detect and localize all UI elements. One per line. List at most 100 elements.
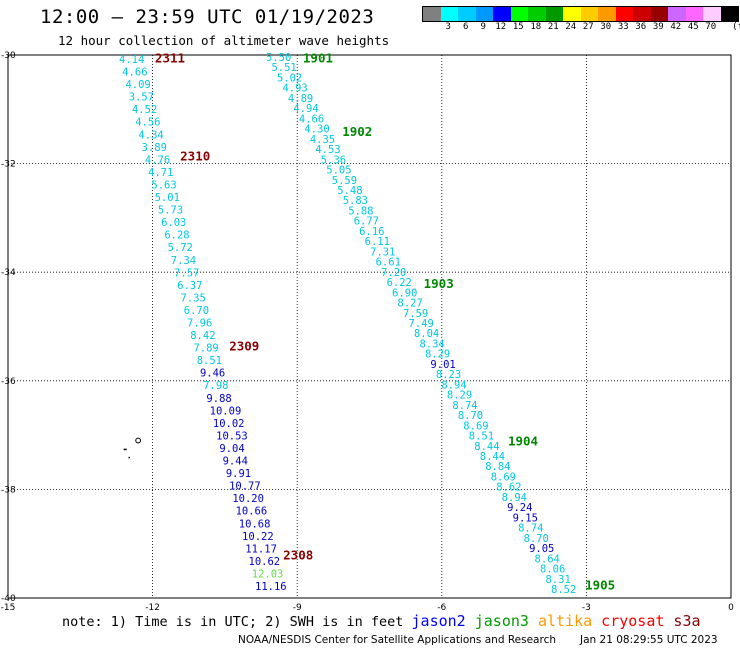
- color-swatch: [650, 7, 668, 21]
- wave-height-value: 10.09: [210, 405, 242, 417]
- latitude-tick-label: -38: [1, 485, 16, 495]
- wave-height-value: 7.98: [203, 380, 228, 392]
- map-subtitle: 12 hour collection of altimeter wave hei…: [58, 33, 390, 48]
- latitude-tick-label: -34: [1, 268, 16, 278]
- wave-height-value: 8.29: [447, 390, 472, 402]
- wave-height-value: 8.44: [474, 441, 499, 453]
- wave-height-value: 9.88: [206, 393, 231, 405]
- color-scale-label: 6: [463, 22, 469, 32]
- pass-label: 1905: [585, 577, 615, 592]
- wave-height-value: 9.15: [513, 512, 538, 524]
- wave-height-value: 9.24: [507, 502, 532, 514]
- wave-height-value: 4.66: [122, 67, 147, 79]
- latitude-tick-label: -40: [1, 594, 16, 604]
- wave-height-value: 5.83: [343, 195, 368, 207]
- color-swatch: [528, 7, 546, 21]
- wave-height-value: 12.03: [252, 568, 284, 580]
- wave-height-value: 8.70: [458, 410, 483, 422]
- satellite-legend-item: s3a: [664, 612, 701, 630]
- wave-height-value: 10.20: [232, 493, 264, 505]
- footnote: note: 1) Time is in UTC; 2) SWH is in fe…: [62, 612, 701, 630]
- wave-height-value: 4.35: [310, 134, 335, 146]
- wave-height-value: 4.09: [125, 79, 150, 91]
- map-frame: [7, 54, 732, 599]
- pass-label: 2308: [283, 548, 313, 563]
- color-swatch: [615, 7, 633, 21]
- wave-height-value: 8.64: [535, 553, 560, 565]
- satellite-legend-item: jason2: [411, 612, 466, 630]
- wave-height-value: 11.16: [255, 581, 287, 593]
- color-swatch: [685, 7, 703, 21]
- wave-height-value: 5.01: [155, 192, 180, 204]
- pass-label: 1904: [508, 434, 538, 449]
- color-scale-label: 42: [670, 22, 682, 32]
- wave-height-value: 7.35: [181, 292, 206, 304]
- wave-height-value: 6.77: [354, 216, 379, 228]
- wave-height-value: 5.59: [332, 175, 357, 187]
- wave-height-value: 10.22: [242, 531, 274, 543]
- wave-height-value: 4.34: [138, 129, 163, 141]
- wave-height-value: 7.59: [403, 308, 428, 320]
- wave-height-value: 7.34: [171, 255, 196, 267]
- wave-height-value: 8.70: [524, 533, 549, 545]
- satellite-legend-item: altika: [528, 612, 593, 630]
- color-scale-label: 15: [512, 22, 524, 32]
- credit-line: NOAA/NESDIS Center for Satellite Applica…: [238, 634, 556, 646]
- color-swatch: [633, 7, 651, 21]
- color-scale-label: 18: [530, 22, 542, 32]
- wave-height-value: 9.44: [223, 456, 248, 468]
- island-shape: [135, 437, 142, 444]
- wave-height-value: 9.91: [226, 468, 251, 480]
- wave-height-value: 6.90: [392, 287, 417, 299]
- wave-height-value: 10.62: [249, 556, 281, 568]
- wave-height-value: 8.27: [398, 298, 423, 310]
- island-shape: [128, 456, 130, 459]
- wave-height-value: 8.06: [540, 564, 565, 576]
- wave-height-value: 4.71: [148, 167, 173, 179]
- wave-height-value: 8.94: [502, 492, 527, 504]
- color-scale-label: 24: [565, 22, 577, 32]
- wave-height-value: 4.76: [145, 154, 170, 166]
- wave-height-value: 8.69: [463, 420, 488, 432]
- wave-height-value: 5.05: [326, 165, 351, 177]
- color-swatch: [598, 7, 616, 21]
- color-scale-label: 30: [600, 22, 612, 32]
- satellite-legend-item: jason3: [465, 612, 529, 630]
- color-scale-label: 27: [582, 22, 594, 32]
- wave-height-value: 7.89: [193, 343, 218, 355]
- wave-height-value: 6.28: [164, 230, 189, 242]
- wave-height-value: 6.03: [161, 217, 186, 229]
- color-swatch: [703, 7, 721, 21]
- wave-height-value: 4.93: [282, 83, 307, 95]
- color-scale-label: 45: [687, 22, 699, 32]
- color-swatch: [563, 7, 581, 21]
- color-swatch: [458, 7, 476, 21]
- longitude-tick-label: -6: [437, 603, 446, 613]
- wave-height-value: 7.57: [174, 267, 199, 279]
- longitude-tick-label: -15: [1, 603, 16, 613]
- color-swatch: [423, 7, 441, 21]
- generated-timestamp: Jan 21 08:29:55 UTC 2023: [580, 634, 718, 646]
- wave-height-value: 5.72: [168, 242, 193, 254]
- latitude-tick-label: -30: [1, 51, 16, 61]
- wave-height-color-scale: [422, 6, 739, 22]
- wave-height-value: 8.84: [485, 461, 510, 473]
- wave-height-value: 8.52: [551, 584, 576, 596]
- wave-height-value: 8.74: [518, 523, 543, 535]
- latitude-tick-label: -32: [1, 160, 16, 170]
- wave-height-value: 5.73: [158, 205, 183, 217]
- wave-height-value: 8.42: [190, 330, 215, 342]
- pass-label: 2309: [229, 339, 259, 354]
- color-scale-label: 9: [480, 22, 486, 32]
- pass-label: 2310: [180, 148, 210, 163]
- pass-label: 1901: [303, 51, 333, 66]
- wave-height-value: 8.31: [546, 574, 571, 586]
- wave-height-value: 4.30: [304, 124, 329, 136]
- wave-height-value: 3.89: [142, 142, 167, 154]
- wave-height-value: 10.66: [236, 506, 268, 518]
- pass-label: 1902: [342, 124, 372, 139]
- color-swatch: [440, 7, 458, 21]
- wave-height-value: 6.22: [387, 277, 412, 289]
- wave-height-value: 8.44: [480, 451, 505, 463]
